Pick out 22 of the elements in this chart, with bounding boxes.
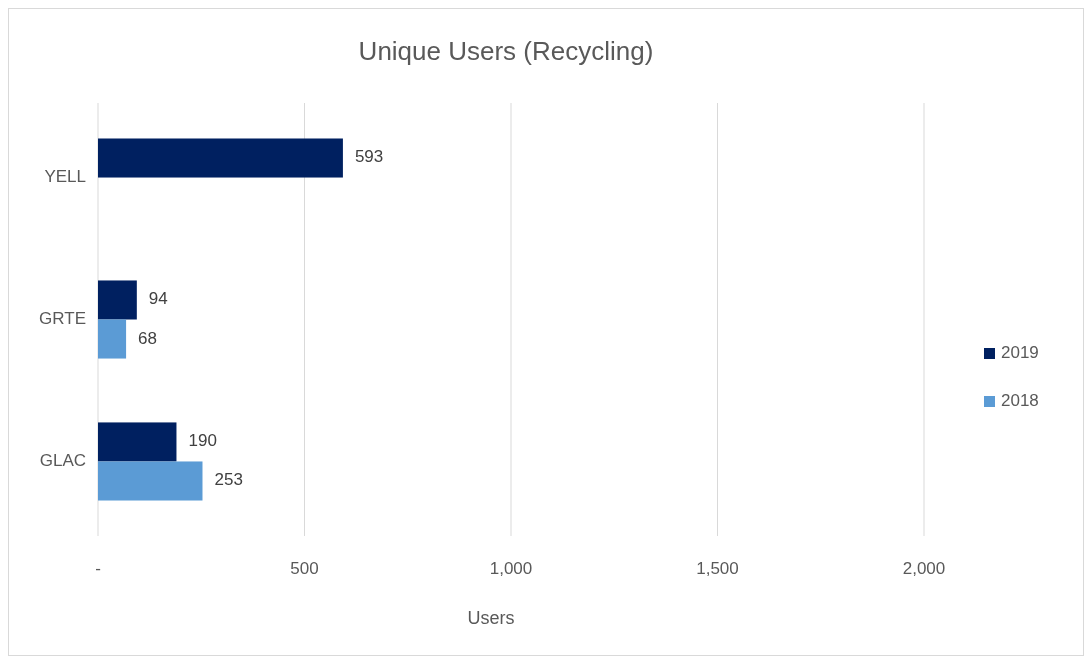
- legend-label: 2018: [1001, 391, 1039, 411]
- y-tick-label: GRTE: [39, 308, 86, 328]
- data-label: 253: [214, 470, 243, 490]
- x-tick-label: -: [95, 559, 101, 578]
- data-label: 68: [138, 328, 158, 348]
- bar: [98, 280, 137, 320]
- x-tick-label: 1,500: [696, 559, 739, 578]
- bar: [98, 138, 343, 178]
- x-tick-label: 1,000: [489, 559, 533, 578]
- bar: [98, 422, 177, 462]
- y-tick-label: YELL: [44, 167, 86, 187]
- x-axis-title: Users: [467, 608, 515, 628]
- x-tick-label: 500: [290, 559, 319, 578]
- data-label: 190: [188, 431, 217, 451]
- x-tick-label: 2,000: [902, 559, 946, 578]
- legend-label: 2019: [1001, 343, 1039, 363]
- data-label: 593: [354, 147, 384, 167]
- bar: [98, 319, 127, 359]
- chart-title: Unique Users (Recycling): [358, 36, 654, 66]
- data-label: 94: [148, 289, 168, 309]
- y-tick-label: GLAC: [39, 450, 86, 470]
- bar: [98, 461, 203, 501]
